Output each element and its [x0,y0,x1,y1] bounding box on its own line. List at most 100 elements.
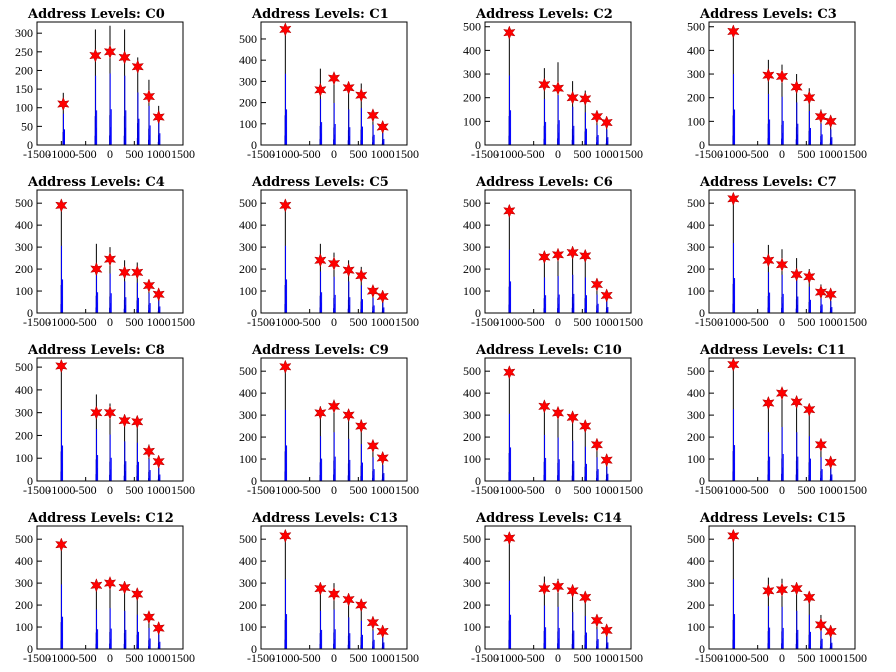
histogram-panel: Address Levels: C15 0 100 200 300 400 500 -1500… [687,511,867,665]
x-tick-label: -1500 [23,147,51,161]
y-tick-label: 400 [15,383,33,397]
peak-marker [131,586,144,602]
x-tick-label: -1000 [719,483,747,497]
x-tick-label: 1000 [371,315,395,329]
y-tick-label: 150 [15,82,33,96]
peak-marker [790,79,803,95]
x-tick-label: 0 [779,651,785,665]
x-tick-label: 1500 [171,147,195,161]
peak-marker [824,624,837,639]
peak-marker [57,96,70,112]
y-tick-label: 200 [463,91,481,105]
y-tick-label: 100 [687,620,705,634]
x-tick-label: 0 [779,147,785,161]
y-tick-label: 200 [239,96,257,110]
peak-marker [152,287,165,302]
y-tick-label: 0 [475,138,481,152]
y-tick-label: 500 [687,532,705,546]
x-tick-label: 1000 [595,315,619,329]
histogram-panel: Address Levels: C80100200300400500-1500-… [15,343,195,497]
y-tick-label: 300 [687,576,705,590]
chart-title: Address Levels: C14 [475,511,622,526]
x-tick-label: 1000 [371,651,395,665]
x-tick-label: -500 [747,651,769,665]
x-tick-label: 1500 [395,147,419,161]
y-tick-label: 100 [15,101,33,115]
x-tick-label: -1500 [695,651,723,665]
peak-marker [727,24,740,39]
x-tick-label: -1000 [271,651,299,665]
x-tick-label: -1000 [271,483,299,497]
peak-marker [590,109,604,124]
x-tick-label: 1000 [595,147,619,161]
y-tick-label: 200 [15,262,33,276]
peak-marker [366,438,380,454]
y-tick-label: 500 [15,532,33,546]
y-tick-label: 500 [687,20,705,34]
y-tick-label: 100 [687,284,705,298]
plot-frame [708,189,856,314]
peak-marker [131,414,144,429]
histogram-panel: Address Levels: C60100200300400500-1500-… [463,175,643,329]
y-tick-label: 400 [687,218,705,232]
x-tick-label: -500 [523,147,545,161]
peak-marker [538,249,551,265]
peak-marker [103,405,117,420]
peak-marker [551,81,565,96]
y-tick-label: 400 [687,554,705,568]
peak-marker [824,287,837,302]
y-tick-label: 0 [699,306,705,320]
y-tick-label: 500 [239,364,257,378]
x-tick-label: 500 [349,483,367,497]
y-tick-label: 100 [463,284,481,298]
peak-marker [579,590,592,605]
peak-marker [803,269,816,284]
x-tick-label: -500 [747,483,769,497]
x-tick-label: -500 [523,483,545,497]
y-tick-label: 50 [21,119,33,133]
x-tick-label: -500 [747,147,769,161]
x-tick-label: -1500 [695,483,723,497]
x-tick-label: 500 [125,651,143,665]
y-tick-label: 100 [463,620,481,634]
y-tick-label: 400 [687,43,705,57]
histogram-panel: Address Levels: C13 0 100 200 300 400 500 -1500… [239,511,419,665]
y-tick-label: 500 [15,196,33,210]
peak-marker [152,620,165,636]
histogram-panel: Address Levels: C50100200300400500-1500-… [239,175,419,329]
y-tick-label: 500 [239,532,257,546]
peak-marker [103,575,117,591]
peak-marker [824,455,837,470]
x-tick-label: 500 [573,651,591,665]
peak-marker [55,198,68,213]
histogram-panel: Address Levels: C11 0 100 200 300 400 500 -1500… [687,343,867,497]
peak-marker [366,615,380,630]
peak-marker [551,405,565,421]
x-tick-label: -500 [523,315,545,329]
x-tick-label: 1500 [843,483,867,497]
x-tick-label: -500 [299,483,321,497]
chart-title: Address Levels: C7 [699,175,837,190]
x-tick-label: 1500 [619,315,643,329]
y-tick-label: 400 [687,386,705,400]
peak-marker [355,597,368,613]
peak-marker [376,450,389,466]
peak-marker [142,278,156,293]
x-tick-label: 500 [125,483,143,497]
chart-title: Address Levels: C9 [251,343,389,358]
y-tick-label: 0 [251,138,257,152]
x-tick-label: 1500 [619,483,643,497]
chart-title: Address Levels: C13 [251,511,398,526]
x-tick-label: 1500 [843,651,867,665]
x-tick-label: 1000 [819,315,843,329]
x-tick-label: 1000 [371,147,395,161]
peak-marker [355,268,368,283]
x-tick-label: 1000 [147,147,171,161]
y-tick-label: 300 [15,406,33,420]
histogram-panel: Address Levels: C90100200300400500-1500-… [239,343,419,497]
chart-title: Address Levels: C5 [251,175,389,190]
x-tick-label: 0 [107,651,113,665]
peak-marker [566,245,579,260]
peak-marker [538,77,551,92]
y-tick-label: 500 [687,196,705,210]
